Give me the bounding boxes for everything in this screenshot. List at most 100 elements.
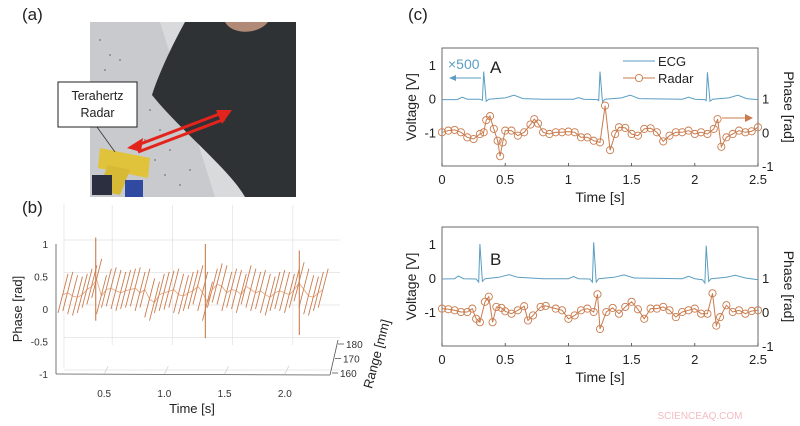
- y-right-tick-label: 0: [762, 125, 769, 140]
- radar-point: [551, 304, 560, 313]
- radar-point: [485, 112, 495, 121]
- radar-point: [468, 304, 477, 313]
- y-left-axis-label: Voltage [V]: [403, 253, 419, 321]
- x-tick-label: 2: [691, 172, 698, 187]
- radar-point: [659, 137, 668, 146]
- radar-point: [717, 142, 726, 151]
- legend-radar-marker: [634, 73, 644, 83]
- y-left-tick-label: 0: [429, 92, 436, 107]
- x-axis-line: [55, 373, 331, 376]
- y-right-tick-label: 0: [762, 305, 769, 320]
- trace-label: A: [490, 58, 502, 77]
- radar-point: [513, 131, 522, 140]
- annotation-line2: Radar: [80, 106, 114, 120]
- radar-point: [593, 290, 602, 299]
- radar-point: [450, 306, 459, 315]
- radar-point: [488, 318, 497, 327]
- radar-point: [734, 306, 744, 315]
- x-tick: [284, 365, 290, 375]
- radar-point: [709, 124, 718, 133]
- y-axis-label: Phase [rad]: [10, 276, 25, 343]
- chart-c-A: 0 0.5 1 1.5 2 2.5 1 0 -1 1 0 -1 Time [s] Voltage [V] P…: [403, 47, 797, 205]
- radar-point: [614, 309, 624, 318]
- trace-label: B: [490, 250, 501, 269]
- radar-point: [523, 316, 533, 325]
- radar-point: [671, 313, 680, 322]
- left-axis-arrowhead-icon: [449, 75, 456, 81]
- x-tick-label: 2.0: [278, 389, 292, 400]
- radar-point: [528, 311, 538, 320]
- x-axis-label: Time [s]: [575, 189, 624, 205]
- radar-point: [753, 123, 763, 132]
- right-axis-arrowhead-icon: [745, 114, 753, 122]
- y-tick-label: 0.5: [34, 273, 48, 284]
- x-tick-label: 0.5: [496, 172, 514, 187]
- radar-point: [627, 297, 636, 306]
- radar-point: [716, 313, 725, 322]
- radar-point: [659, 302, 668, 311]
- radar-point: [444, 126, 453, 135]
- radar-point: [564, 127, 573, 136]
- radar-point: [576, 306, 586, 315]
- range-axis-label: Range [mm]: [360, 318, 393, 390]
- radar-point: [678, 307, 687, 317]
- radar-point: [734, 126, 744, 135]
- radar-point: [551, 128, 560, 137]
- panel-label-a: (a): [22, 5, 43, 24]
- y-right-tick-label: -1: [762, 159, 774, 174]
- y-right-tick-label: -1: [762, 339, 774, 354]
- radar-point: [708, 289, 717, 298]
- radar-point: [456, 128, 466, 137]
- radar-point: [722, 301, 731, 310]
- radar-point: [747, 306, 756, 316]
- radar-point: [684, 126, 693, 135]
- x-tick: [224, 365, 229, 375]
- radar-point: [570, 128, 579, 137]
- range-tick-label: 160: [340, 369, 357, 380]
- radar-point: [614, 123, 624, 132]
- radar-point: [713, 115, 722, 124]
- series-line-ecg: [442, 71, 759, 104]
- radar-point: [712, 321, 721, 330]
- range-tick-label: 180: [346, 340, 363, 351]
- radar-point: [492, 302, 501, 311]
- chart-b-3d-phase: 1 0.5 0 -0.5 -1 0.5 1.0 1.5 2.0 180 170 160 Time [s]…: [10, 204, 393, 416]
- radar-point: [697, 128, 706, 137]
- radar-point: [697, 309, 706, 318]
- radar-point: [507, 126, 516, 135]
- radar-point: [558, 128, 567, 137]
- y-right-tick-label: 1: [762, 271, 769, 286]
- radar-point: [703, 309, 712, 318]
- radar-point: [633, 305, 642, 314]
- radar-point: [595, 138, 605, 147]
- y-right-axis-label: Phase [rad]: [781, 71, 797, 143]
- y-tick-label: -0.5: [31, 338, 49, 349]
- plot-frame: [441, 226, 759, 347]
- panel-label-b: (b): [22, 198, 43, 217]
- annotation-line1: Terahertz: [71, 89, 123, 103]
- x-tick-label: 2.5: [749, 172, 767, 187]
- radar-point: [684, 306, 693, 315]
- y-left-tick-label: 0: [429, 271, 436, 286]
- photo-radar-setup: [90, 22, 296, 197]
- x-tick: [164, 365, 169, 375]
- radar-point: [728, 307, 737, 317]
- range-axis-line: [329, 339, 339, 376]
- x-tick-label: 1.0: [157, 389, 171, 400]
- radar-point: [496, 152, 505, 161]
- radar-point: [652, 128, 661, 137]
- radar-point: [589, 307, 598, 317]
- radar-point: [621, 302, 630, 311]
- radar-point: [444, 305, 453, 314]
- radar-point: [526, 120, 535, 129]
- radar-point: [520, 128, 529, 137]
- watermark: SCIENCEAQ.COM: [657, 411, 742, 422]
- radar-point: [646, 124, 655, 133]
- y-right-axis-label: Phase [rad]: [781, 251, 797, 323]
- radar-point: [576, 133, 586, 142]
- radar-point: [437, 304, 447, 313]
- radar-point: [652, 304, 661, 313]
- x-axis-label: Time [s]: [169, 401, 215, 416]
- x-tick-label: 2: [691, 352, 698, 367]
- radar-point: [665, 306, 674, 315]
